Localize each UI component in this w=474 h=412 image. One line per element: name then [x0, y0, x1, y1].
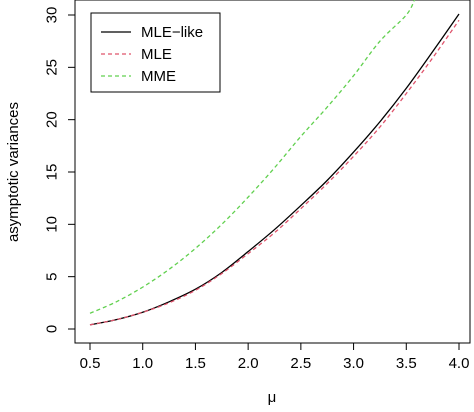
series-layer — [89, 0, 460, 326]
x-tick-label: 3.0 — [343, 355, 364, 372]
y-tick-label: 25 — [44, 59, 61, 76]
legend-box — [90, 12, 221, 93]
series-line-mle-like — [89, 13, 460, 326]
y-axis-title: asymptotic variances — [5, 102, 22, 242]
y-tick-label: 30 — [44, 7, 61, 24]
y-tick-label: 10 — [44, 216, 61, 233]
legend-label-mme: MME — [141, 68, 176, 85]
y-tick-label: 15 — [44, 164, 61, 181]
x-tick-label: 0.5 — [80, 355, 101, 372]
legend-label-mle: MLE — [141, 46, 172, 63]
series-line-mle — [89, 19, 460, 326]
y-tick-label: 5 — [44, 272, 61, 280]
legend-label-mle-like: MLE−like — [141, 24, 203, 41]
x-tick-label: 1.5 — [185, 355, 206, 372]
legend: MLE−like MLE MME — [90, 12, 221, 93]
x-axis: 0.5 1.0 1.5 2.0 2.5 3.0 3.5 4.0 — [80, 342, 470, 372]
x-tick-label: 3.5 — [396, 355, 417, 372]
x-axis-title: μ — [268, 389, 277, 406]
series-line-mme — [89, 0, 416, 314]
x-tick-label: 1.0 — [132, 355, 153, 372]
x-tick-label: 2.0 — [238, 355, 259, 372]
y-tick-label: 20 — [44, 111, 61, 128]
y-tick-label: 0 — [44, 325, 61, 333]
x-tick-label: 2.5 — [290, 355, 311, 372]
y-axis: 0 5 10 15 20 25 30 — [44, 7, 76, 333]
x-tick-label: 4.0 — [449, 355, 470, 372]
